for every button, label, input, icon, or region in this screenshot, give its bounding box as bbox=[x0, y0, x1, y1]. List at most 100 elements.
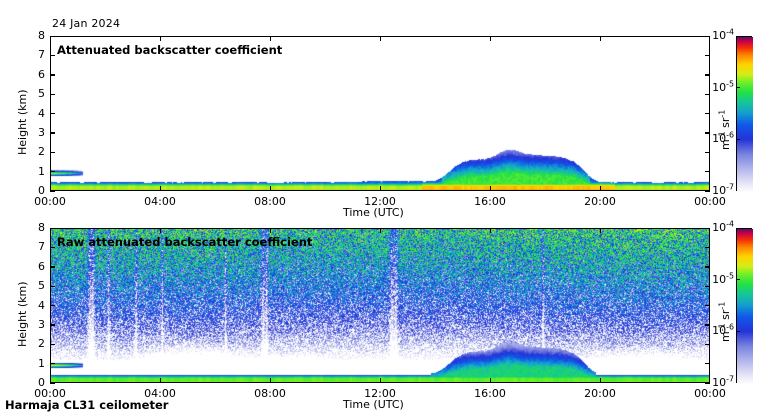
ytick-mark bbox=[50, 324, 55, 326]
ytick-mark-right bbox=[705, 171, 710, 173]
ytick-label: 6 bbox=[38, 259, 45, 273]
ytick-label: 6 bbox=[38, 67, 45, 81]
colorbar-tick-label: 10-7 bbox=[712, 374, 734, 389]
ytick-mark-right bbox=[705, 305, 710, 307]
ytick-label: 2 bbox=[38, 337, 45, 351]
ytick-label: 4 bbox=[38, 298, 45, 312]
xtick-mark-top bbox=[489, 36, 491, 41]
ytick-mark bbox=[50, 285, 55, 287]
xtick-mark-bottom bbox=[159, 186, 161, 191]
ytick-mark bbox=[50, 363, 55, 365]
colorbar-tick-label: 10-6 bbox=[712, 130, 734, 146]
xtick-mark-bottom bbox=[159, 378, 161, 383]
ytick-label: 0 bbox=[38, 184, 45, 197]
xtick-label: 08:00 bbox=[254, 195, 286, 208]
ytick-mark bbox=[50, 35, 55, 37]
colorbar-tick-label: 10-6 bbox=[712, 322, 734, 338]
ytick-mark bbox=[50, 227, 55, 229]
colorbar-raw-attenuated-backscatter bbox=[736, 228, 753, 384]
plot-area-raw-attenuated-backscatter[interactable] bbox=[50, 228, 710, 383]
ytick-label: 5 bbox=[38, 87, 45, 101]
colorbar-tick-label: 10-4 bbox=[712, 219, 734, 234]
ytick-mark-right bbox=[705, 113, 710, 115]
xtick-label: 04:00 bbox=[144, 387, 176, 400]
ytick-label: 1 bbox=[38, 356, 45, 370]
colorbar-tick-mark bbox=[736, 87, 740, 89]
ytick-mark bbox=[50, 54, 55, 57]
colorbar-tick-label: 10-5 bbox=[712, 271, 734, 286]
xtick-mark-top bbox=[159, 36, 161, 41]
ytick-mark bbox=[50, 74, 55, 76]
xlabel-raw-attenuated-backscatter: Time (UTC) bbox=[343, 398, 404, 411]
footer-label: Harmaja CL31 ceilometer bbox=[5, 398, 169, 412]
xtick-label: 00:00 bbox=[694, 195, 726, 208]
ytick-mark-right bbox=[705, 246, 710, 249]
xtick-mark-top bbox=[269, 36, 271, 41]
xtick-label: 08:00 bbox=[254, 387, 286, 400]
xtick-mark-top bbox=[159, 228, 161, 233]
xtick-mark-top bbox=[269, 228, 271, 233]
ytick-mark-right bbox=[705, 266, 710, 268]
ytick-mark-right bbox=[705, 382, 710, 384]
ytick-mark-right bbox=[705, 227, 710, 229]
ytick-mark bbox=[50, 190, 55, 192]
xtick-label: 20:00 bbox=[584, 387, 616, 400]
ytick-mark bbox=[50, 246, 55, 249]
ytick-mark-right bbox=[705, 324, 710, 326]
ytick-label: 8 bbox=[38, 221, 45, 234]
xtick-label: 00:00 bbox=[34, 195, 66, 208]
xtick-mark-top bbox=[599, 228, 601, 233]
ytick-mark bbox=[50, 382, 55, 384]
ytick-mark bbox=[50, 151, 55, 154]
ytick-mark bbox=[50, 132, 55, 134]
xtick-label: 16:00 bbox=[474, 195, 506, 208]
xtick-mark-bottom bbox=[379, 186, 381, 191]
colorbar-tick-label: 10-5 bbox=[712, 79, 734, 94]
ytick-mark bbox=[50, 266, 55, 268]
ytick-mark bbox=[50, 171, 55, 173]
plot-area-attenuated-backscatter[interactable] bbox=[50, 36, 710, 191]
ytick-label: 3 bbox=[38, 317, 45, 331]
xtick-mark-bottom bbox=[599, 378, 601, 383]
ytick-label: 0 bbox=[38, 376, 45, 389]
ytick-label: 5 bbox=[38, 279, 45, 293]
xtick-mark-top bbox=[489, 228, 491, 233]
colorbar-attenuated-backscatter bbox=[736, 36, 753, 192]
ytick-mark-right bbox=[705, 285, 710, 287]
ytick-label: 3 bbox=[38, 125, 45, 139]
ytick-mark-right bbox=[705, 132, 710, 134]
xtick-mark-bottom bbox=[269, 378, 271, 383]
xtick-mark-bottom bbox=[489, 186, 491, 191]
xtick-label: 12:00 bbox=[364, 195, 396, 208]
ytick-mark-right bbox=[705, 363, 710, 365]
xtick-label: 00:00 bbox=[694, 387, 726, 400]
ytick-label: 8 bbox=[38, 29, 45, 42]
ytick-mark bbox=[50, 113, 55, 115]
ytick-label: 2 bbox=[38, 145, 45, 159]
xtick-label: 20:00 bbox=[584, 195, 616, 208]
ytick-mark bbox=[50, 305, 55, 307]
date-label: 24 Jan 2024 bbox=[52, 17, 121, 30]
xtick-label: 04:00 bbox=[144, 195, 176, 208]
ytick-mark-right bbox=[705, 343, 710, 346]
ytick-mark-right bbox=[705, 35, 710, 37]
xtick-mark-top bbox=[599, 36, 601, 41]
ytick-label: 7 bbox=[38, 240, 45, 254]
xtick-label: 12:00 bbox=[364, 387, 396, 400]
colorbar-tick-mark bbox=[736, 330, 740, 333]
ytick-mark-right bbox=[705, 190, 710, 192]
xtick-mark-bottom bbox=[269, 186, 271, 191]
colorbar-tick-label: 10-4 bbox=[712, 27, 734, 42]
xtick-mark-top bbox=[379, 36, 381, 41]
colorbar-tick-label: 10-7 bbox=[712, 182, 734, 197]
xtick-mark-bottom bbox=[489, 378, 491, 383]
ytick-mark-right bbox=[705, 93, 710, 95]
ytick-label: 1 bbox=[38, 164, 45, 178]
ytick-mark-right bbox=[705, 151, 710, 154]
ytick-mark-right bbox=[705, 74, 710, 76]
ytick-mark bbox=[50, 93, 55, 95]
colorbar-tick-mark bbox=[736, 279, 740, 281]
xtick-mark-bottom bbox=[379, 378, 381, 383]
ytick-label: 7 bbox=[38, 48, 45, 62]
